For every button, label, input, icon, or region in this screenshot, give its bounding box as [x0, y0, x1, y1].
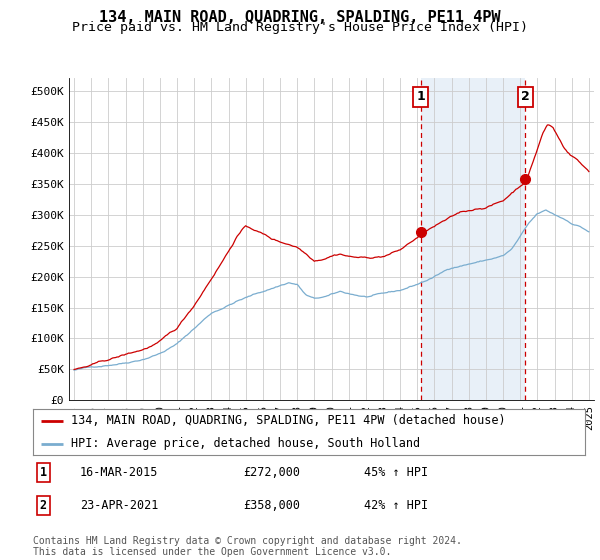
Text: 1: 1: [416, 91, 425, 104]
Text: 23-APR-2021: 23-APR-2021: [80, 498, 158, 512]
Bar: [421, 78, 526, 400]
Text: 16-MAR-2015: 16-MAR-2015: [80, 465, 158, 479]
Text: 2: 2: [40, 498, 47, 512]
Text: 42% ↑ HPI: 42% ↑ HPI: [364, 498, 428, 512]
Text: 134, MAIN ROAD, QUADRING, SPALDING, PE11 4PW (detached house): 134, MAIN ROAD, QUADRING, SPALDING, PE11…: [71, 414, 505, 427]
Text: HPI: Average price, detached house, South Holland: HPI: Average price, detached house, Sout…: [71, 437, 419, 450]
Text: 1: 1: [40, 465, 47, 479]
Text: 2: 2: [521, 91, 530, 104]
Text: £272,000: £272,000: [243, 465, 300, 479]
Text: Contains HM Land Registry data © Crown copyright and database right 2024.
This d: Contains HM Land Registry data © Crown c…: [33, 535, 462, 557]
Text: 45% ↑ HPI: 45% ↑ HPI: [364, 465, 428, 479]
Text: £358,000: £358,000: [243, 498, 300, 512]
Text: 134, MAIN ROAD, QUADRING, SPALDING, PE11 4PW: 134, MAIN ROAD, QUADRING, SPALDING, PE11…: [99, 10, 501, 25]
Text: Price paid vs. HM Land Registry's House Price Index (HPI): Price paid vs. HM Land Registry's House …: [72, 21, 528, 34]
